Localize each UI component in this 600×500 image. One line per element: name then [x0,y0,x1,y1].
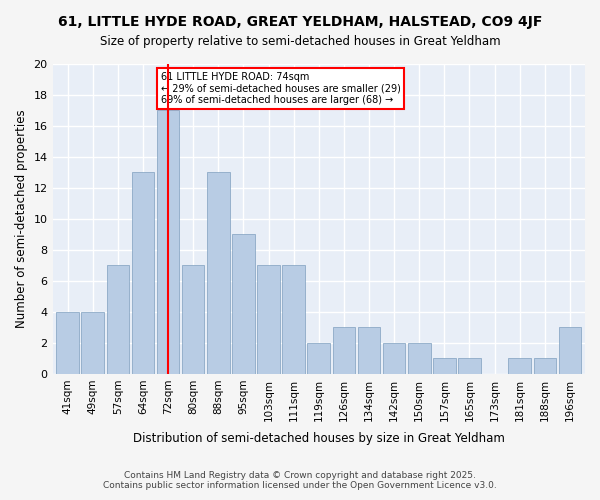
Bar [131,172,154,374]
Bar [182,266,205,374]
X-axis label: Distribution of semi-detached houses by size in Great Yeldham: Distribution of semi-detached houses by … [133,432,505,445]
Bar [358,328,380,374]
Bar [533,358,556,374]
Bar [157,110,179,374]
Bar [283,266,305,374]
Bar [207,172,230,374]
Bar [458,358,481,374]
Bar [383,343,406,374]
Bar [508,358,531,374]
Bar [107,266,129,374]
Bar [332,328,355,374]
Bar [433,358,455,374]
Y-axis label: Number of semi-detached properties: Number of semi-detached properties [15,110,28,328]
Bar [232,234,255,374]
Bar [559,328,581,374]
Bar [307,343,330,374]
Bar [56,312,79,374]
Text: 61, LITTLE HYDE ROAD, GREAT YELDHAM, HALSTEAD, CO9 4JF: 61, LITTLE HYDE ROAD, GREAT YELDHAM, HAL… [58,15,542,29]
Text: Contains HM Land Registry data © Crown copyright and database right 2025.
Contai: Contains HM Land Registry data © Crown c… [103,470,497,490]
Text: 61 LITTLE HYDE ROAD: 74sqm
← 29% of semi-detached houses are smaller (29)
69% of: 61 LITTLE HYDE ROAD: 74sqm ← 29% of semi… [161,72,400,105]
Bar [408,343,431,374]
Text: Size of property relative to semi-detached houses in Great Yeldham: Size of property relative to semi-detach… [100,35,500,48]
Bar [82,312,104,374]
Bar [257,266,280,374]
